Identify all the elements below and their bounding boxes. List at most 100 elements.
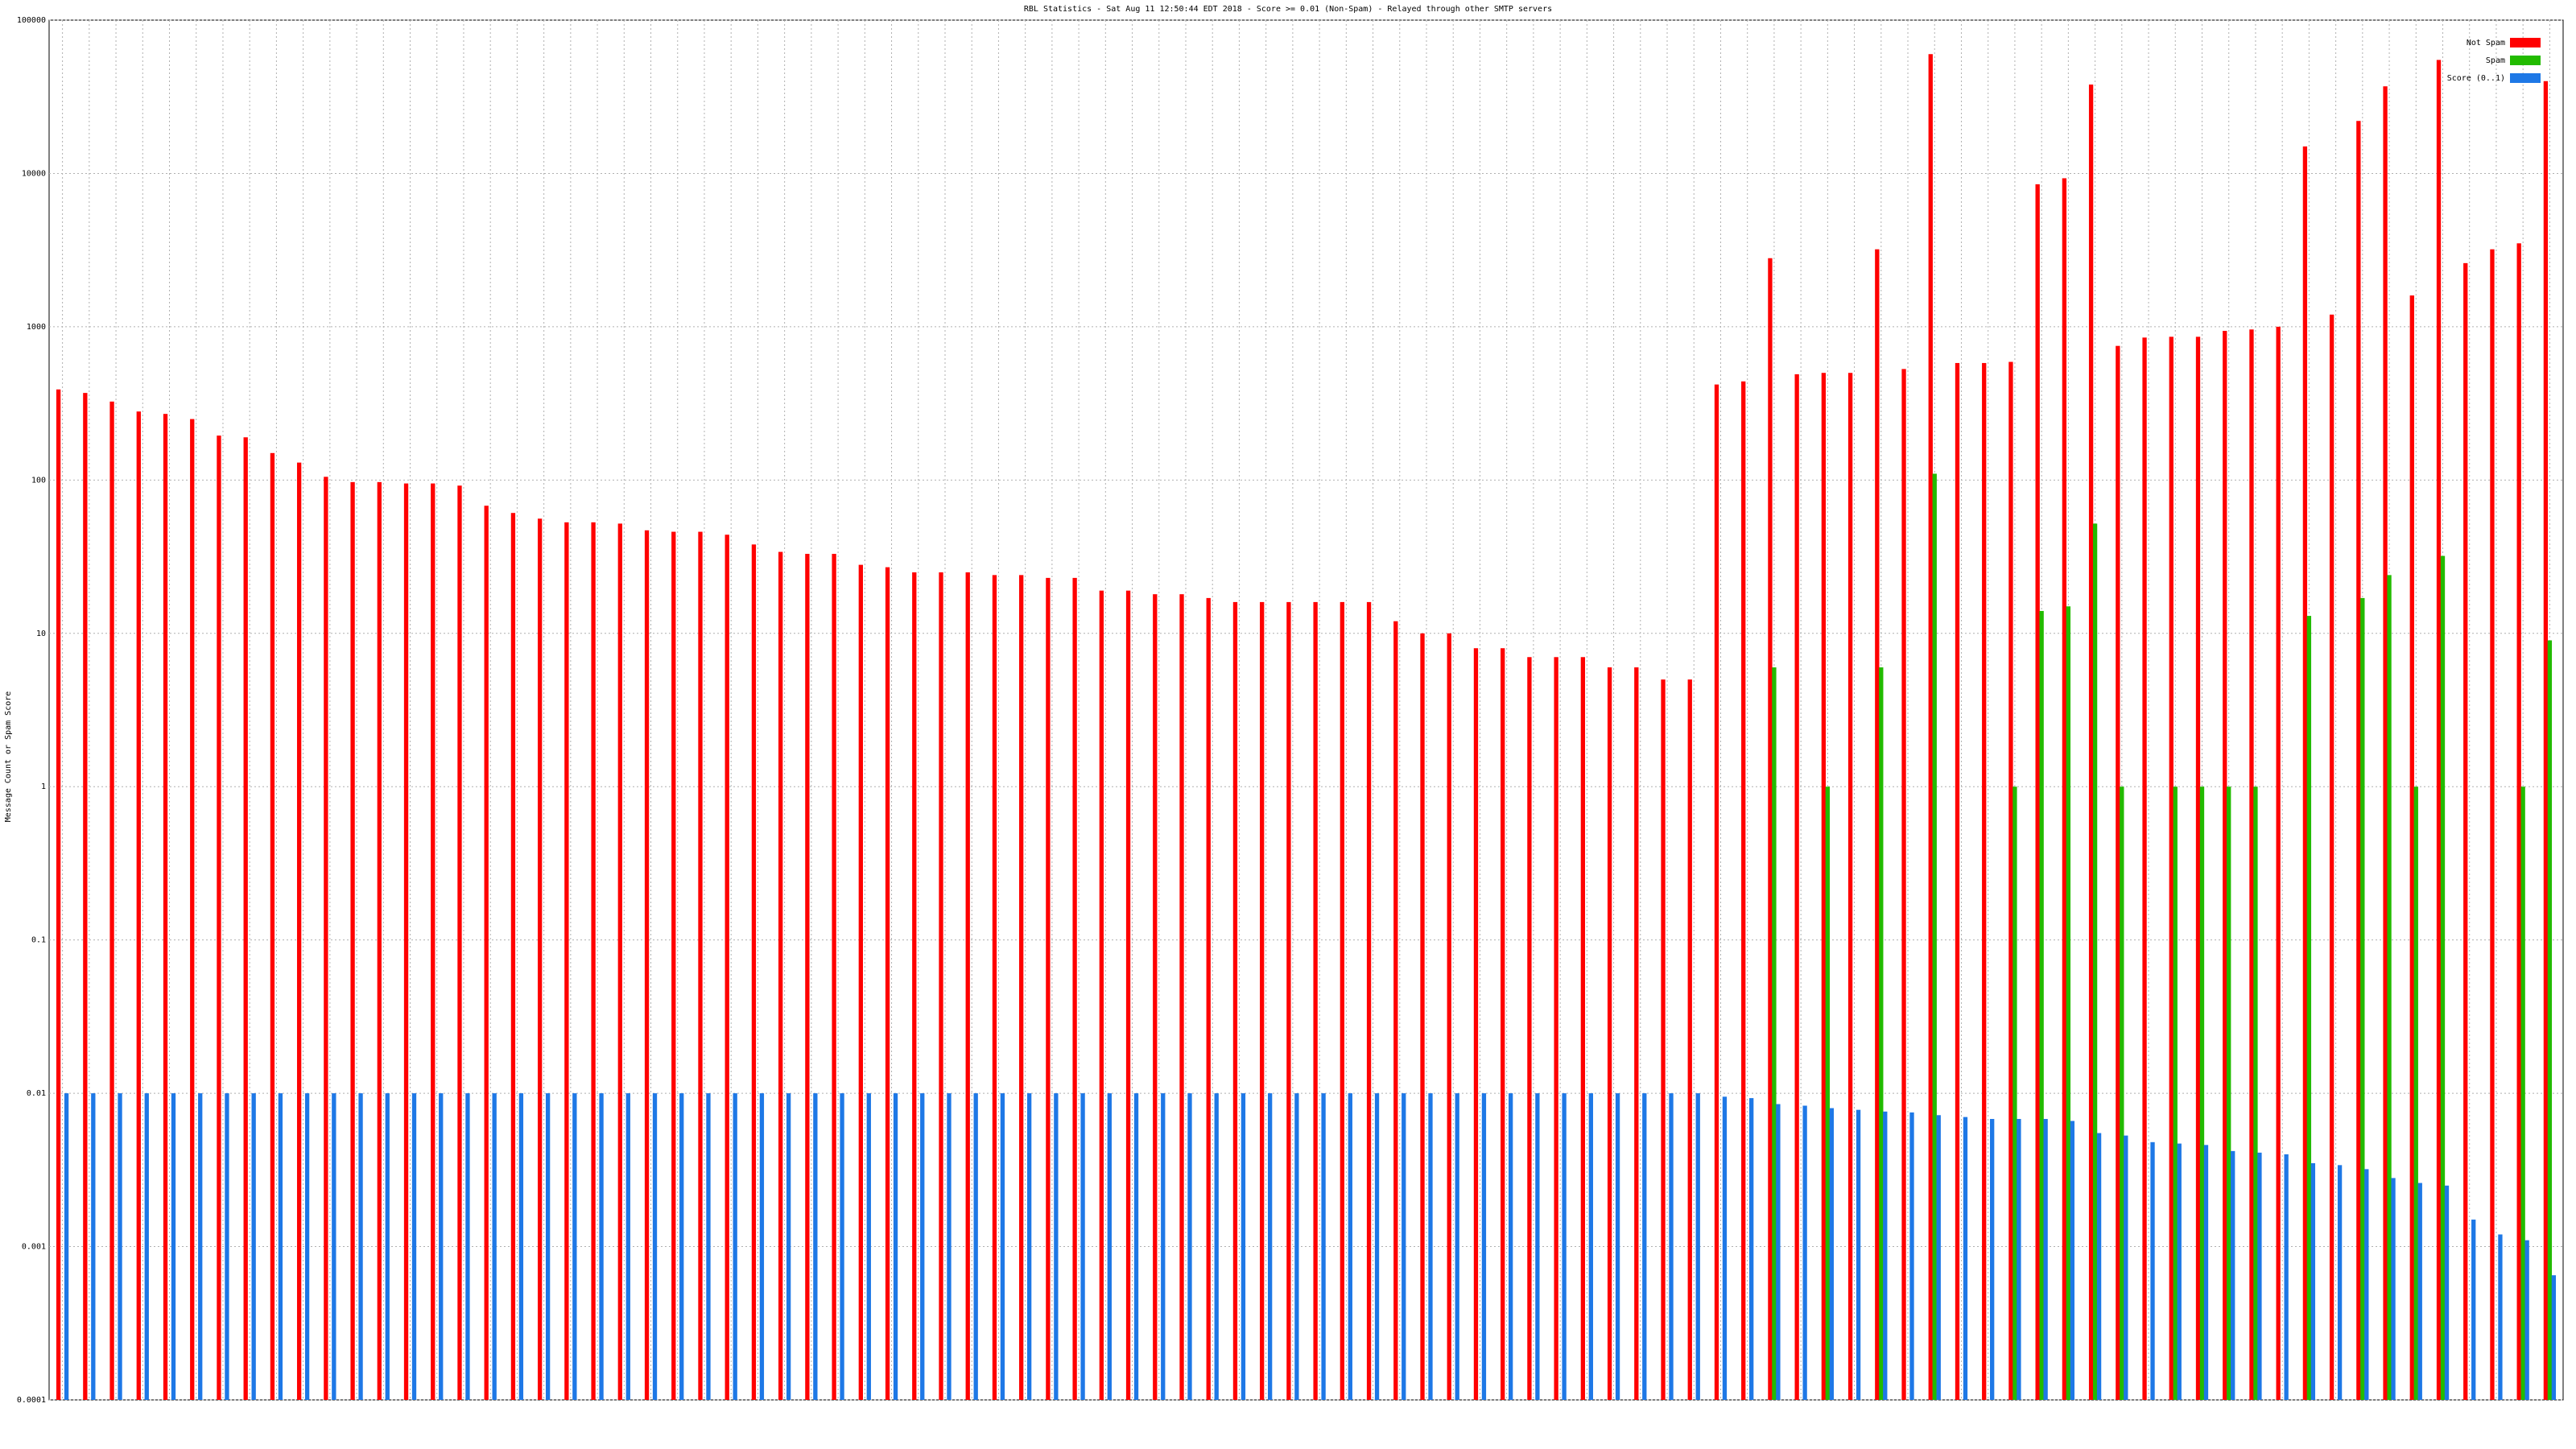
bar	[1883, 1111, 1888, 1400]
bar	[2066, 606, 2071, 1400]
bar	[885, 567, 890, 1400]
bar	[617, 523, 622, 1400]
bar	[2436, 60, 2442, 1400]
bar	[1928, 54, 1933, 1400]
bar	[2547, 640, 2553, 1400]
bar	[2008, 361, 2013, 1401]
y-tick-label: 10000	[22, 169, 46, 178]
bar	[1955, 362, 1960, 1400]
bar	[2329, 314, 2334, 1400]
bar	[947, 1093, 952, 1400]
bar	[1428, 1093, 1433, 1400]
bar	[243, 437, 248, 1400]
bar	[858, 564, 863, 1400]
bar	[2195, 336, 2201, 1400]
bar	[1206, 597, 1211, 1400]
bar	[2169, 336, 2174, 1400]
bar	[1232, 601, 1238, 1400]
bar	[225, 1093, 229, 1400]
legend-label: Score (0..1)	[2447, 74, 2505, 83]
bar	[1562, 1093, 1567, 1400]
bar	[1473, 648, 1479, 1400]
bar	[564, 522, 569, 1400]
bar	[644, 530, 650, 1400]
bar	[1133, 1093, 1139, 1400]
bar	[1099, 590, 1104, 1400]
bar	[2223, 331, 2227, 1400]
bar	[144, 1093, 149, 1400]
bar	[1481, 1093, 1487, 1400]
bar	[1901, 369, 1906, 1400]
bar	[385, 1093, 390, 1400]
bar	[1455, 1093, 1459, 1400]
bar	[2551, 1275, 2557, 1400]
y-tick-label: 1000	[27, 323, 46, 332]
bar	[1313, 601, 1318, 1400]
bar	[706, 1093, 711, 1400]
y-tick-label: 0.01	[27, 1089, 46, 1098]
bar	[724, 535, 729, 1400]
bar	[83, 393, 88, 1401]
bar	[1714, 384, 1719, 1401]
bar	[484, 506, 489, 1400]
bar	[1588, 1093, 1593, 1400]
bar	[973, 1093, 978, 1400]
bar	[1768, 258, 1773, 1401]
bar	[190, 419, 195, 1400]
bar	[2142, 337, 2147, 1400]
bar	[2070, 1121, 2075, 1400]
bar	[1847, 373, 1853, 1400]
bar	[2177, 1143, 2182, 1400]
bar	[1580, 657, 1586, 1400]
bar	[2199, 786, 2205, 1400]
bar	[2096, 1133, 2102, 1400]
bar	[1125, 590, 1131, 1400]
bar	[1825, 786, 1831, 1400]
bar	[2444, 1185, 2450, 1400]
bar	[403, 483, 409, 1401]
bar	[1501, 648, 1505, 1400]
bar	[2227, 786, 2231, 1400]
bar	[1321, 1093, 1326, 1400]
bar	[465, 1093, 470, 1400]
bar	[2409, 295, 2414, 1400]
bar	[1393, 621, 1398, 1400]
bar	[2013, 786, 2017, 1400]
bar	[2360, 597, 2365, 1400]
bar	[751, 544, 757, 1400]
bar	[759, 1093, 765, 1400]
bar	[1294, 1093, 1299, 1400]
bar	[2440, 555, 2446, 1401]
bar	[2413, 786, 2418, 1400]
bar	[2463, 262, 2468, 1401]
bar	[1749, 1098, 1754, 1400]
y-tick-label: 100	[31, 476, 46, 485]
bar	[1374, 1093, 1380, 1400]
bar	[832, 554, 836, 1400]
bar	[2116, 345, 2120, 1401]
bar	[304, 1093, 310, 1400]
bar	[2356, 121, 2361, 1401]
bar	[439, 1093, 444, 1400]
bar	[1080, 1093, 1085, 1400]
bar	[1982, 362, 1987, 1400]
bar	[118, 1093, 122, 1400]
bar	[1402, 1093, 1406, 1400]
bar	[136, 411, 141, 1400]
bar	[1046, 577, 1051, 1400]
bar	[572, 1093, 577, 1400]
y-tick-label: 1	[41, 782, 46, 791]
bar	[1990, 1119, 1995, 1400]
bar	[599, 1093, 604, 1400]
bar	[2391, 1178, 2396, 1400]
bar	[2088, 85, 2094, 1401]
bar	[1107, 1093, 1112, 1400]
chart-title: RBL Statistics - Sat Aug 11 12:50:44 EDT…	[1024, 5, 1552, 14]
bar	[411, 1093, 417, 1400]
bar	[591, 522, 596, 1400]
bar	[1932, 473, 1937, 1400]
bar	[2490, 249, 2495, 1400]
bar	[805, 554, 810, 1400]
bar	[1072, 577, 1077, 1400]
